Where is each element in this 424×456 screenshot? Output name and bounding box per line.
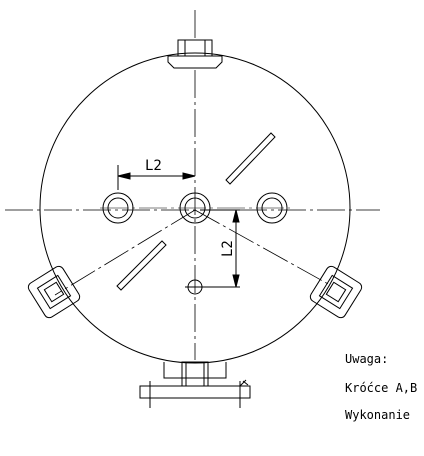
diagonal-slots: [116, 132, 276, 291]
dimension-label-vertical: L2: [220, 240, 236, 257]
top-nozzle: [167, 39, 223, 69]
note-line-2: Wykonanie: [345, 408, 411, 422]
note-line-1: Króćce A,B: [345, 381, 418, 395]
note-heading: Uwaga:: [345, 352, 389, 366]
right-nozzle: [309, 265, 363, 319]
vertical-dimension: [200, 209, 240, 288]
dimension-label-horizontal: L2: [145, 158, 162, 174]
horizontal-dimension: [117, 165, 196, 190]
vessel-outline: [39, 52, 351, 364]
centerlines: [5, 10, 380, 360]
left-nozzle: [27, 265, 81, 319]
bottom-nozzle: [139, 361, 251, 408]
side-openings: [100, 192, 290, 224]
